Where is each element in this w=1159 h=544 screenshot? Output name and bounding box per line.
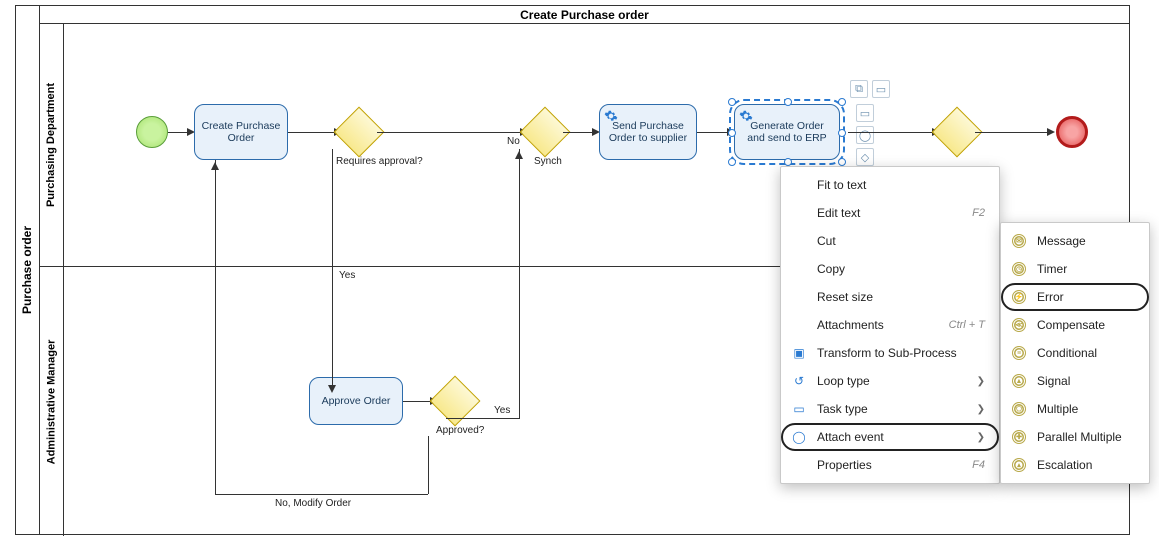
parallel-multiple-event-icon: ✚	[1011, 429, 1027, 445]
gear-icon	[604, 109, 618, 123]
menu-cut[interactable]: Cut	[781, 227, 999, 255]
lane-label-strip: Purchasing Department	[40, 24, 64, 266]
pool-label: Purchase order	[21, 226, 35, 314]
start-event[interactable]	[136, 116, 168, 148]
menu-task-type[interactable]: ▭Task type❯	[781, 395, 999, 423]
task-create-purchase-order[interactable]: Create Purchase Order	[194, 104, 288, 160]
lane-label-strip: Administrative Manager	[40, 267, 64, 536]
task-label: Send Purchase Order to supplier	[606, 120, 690, 144]
task-label: Approve Order	[322, 395, 391, 407]
menu-properties[interactable]: PropertiesF4	[781, 451, 999, 479]
task-generate-order-erp[interactable]: Generate Order and send to ERP	[734, 104, 840, 160]
lane1-label: Purchasing Department	[46, 83, 58, 207]
submenu-parallel-multiple[interactable]: ✚Parallel Multiple	[1001, 423, 1149, 451]
timer-event-icon: ◷	[1011, 261, 1027, 277]
menu-fit-to-text[interactable]: Fit to text	[781, 171, 999, 199]
gateway-label-synch: Synch	[534, 156, 562, 167]
event-icon: ◯	[791, 429, 807, 445]
selection-top-tools: ⧉ ▭	[850, 80, 890, 98]
gateway-synch[interactable]	[527, 114, 563, 150]
submenu-conditional[interactable]: ≡Conditional	[1001, 339, 1149, 367]
context-menu: Fit to text Edit textF2 Cut Copy Reset s…	[780, 166, 1000, 484]
gateway-requires-approval[interactable]	[341, 114, 377, 150]
pool-header: Create Purchase order	[40, 6, 1129, 24]
selection-side-tools: ▭ ◯ ◇	[856, 104, 876, 170]
compensate-event-icon: ≪	[1011, 317, 1027, 333]
multiple-event-icon: ⬠	[1011, 401, 1027, 417]
menu-copy[interactable]: Copy	[781, 255, 999, 283]
tool-circle-icon[interactable]: ◯	[856, 126, 874, 144]
menu-edit-text[interactable]: Edit textF2	[781, 199, 999, 227]
submenu-compensate[interactable]: ≪Compensate	[1001, 311, 1149, 339]
gateway-approved[interactable]	[437, 383, 473, 419]
menu-loop-type[interactable]: ↺Loop type❯	[781, 367, 999, 395]
error-event-icon: ⚡	[1011, 289, 1027, 305]
escalation-event-icon: ▴	[1011, 457, 1027, 473]
submenu-escalation[interactable]: ▴Escalation	[1001, 451, 1149, 479]
edge-yes2: Yes	[494, 405, 510, 416]
edge-nomod-1	[428, 436, 429, 494]
task-send-order-to-supplier[interactable]: Send Purchase Order to supplier	[599, 104, 697, 160]
submenu-message[interactable]: ✉Message	[1001, 227, 1149, 255]
menu-attachments[interactable]: AttachmentsCtrl + T	[781, 311, 999, 339]
edge-yes1: Yes	[339, 270, 355, 281]
menu-transform-subprocess[interactable]: ▣Transform to Sub-Process	[781, 339, 999, 367]
gateway-label-approved: Approved?	[436, 425, 484, 436]
edge-yes-up	[519, 149, 520, 419]
tool-diamond-icon[interactable]: ◇	[856, 148, 874, 166]
gateway-merge-end[interactable]	[939, 114, 975, 150]
end-event[interactable]	[1056, 116, 1088, 148]
subprocess-icon: ▣	[791, 345, 807, 361]
submenu-timer[interactable]: ◷Timer	[1001, 255, 1149, 283]
lane2-label: Administrative Manager	[46, 339, 58, 464]
task-approve-order[interactable]: Approve Order	[309, 377, 403, 425]
edge-no: No	[507, 136, 520, 147]
tool-screen-icon[interactable]: ▭	[872, 80, 890, 98]
conditional-event-icon: ≡	[1011, 345, 1027, 361]
gateway-label: Requires approval?	[336, 156, 392, 167]
task-label: Generate Order and send to ERP	[741, 120, 833, 144]
task-icon: ▭	[791, 401, 807, 417]
edge-no-modify: No, Modify Order	[275, 498, 351, 509]
menu-attach-event[interactable]: ◯Attach event❯	[781, 423, 999, 451]
submenu-multiple[interactable]: ⬠Multiple	[1001, 395, 1149, 423]
gear-icon	[739, 109, 753, 123]
loop-icon: ↺	[791, 373, 807, 389]
submenu-error[interactable]: ⚡Error	[1001, 283, 1149, 311]
message-event-icon: ✉	[1011, 233, 1027, 249]
attach-event-submenu: ✉Message ◷Timer ⚡Error ≪Compensate ≡Cond…	[1000, 222, 1150, 484]
edge-yes-down	[332, 149, 333, 387]
signal-event-icon: ▲	[1011, 373, 1027, 389]
submenu-signal[interactable]: ▲Signal	[1001, 367, 1149, 395]
tool-copy-icon[interactable]: ⧉	[850, 80, 868, 98]
tool-rect-icon[interactable]: ▭	[856, 104, 874, 122]
menu-reset-size[interactable]: Reset size	[781, 283, 999, 311]
task-label: Create Purchase Order	[201, 120, 281, 144]
pool-label-strip: Purchase order	[16, 6, 40, 534]
